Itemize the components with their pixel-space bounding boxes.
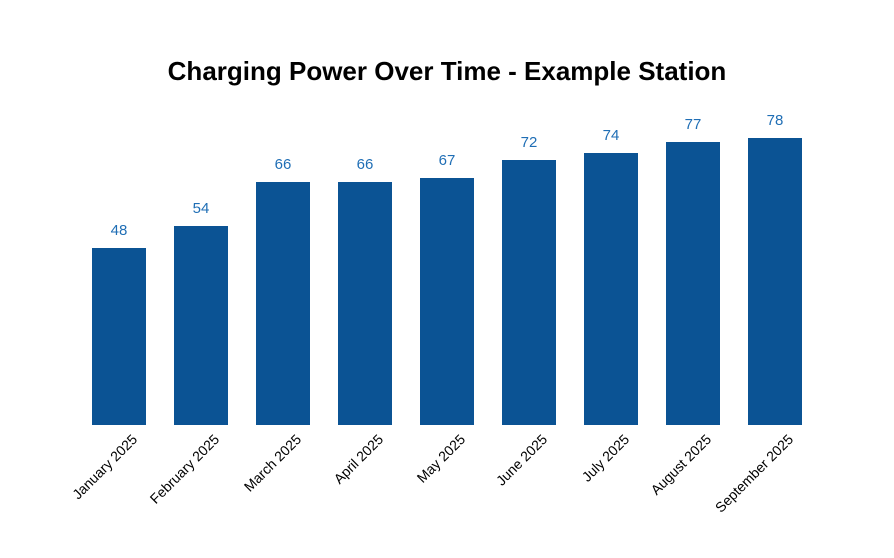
- bar: [502, 160, 556, 425]
- bar-value-label: 77: [684, 116, 702, 133]
- bar: [748, 138, 802, 425]
- bar: [420, 178, 474, 425]
- bar: [92, 248, 146, 425]
- bar-value-label: 66: [274, 156, 292, 173]
- bar-value-label: 66: [356, 156, 374, 173]
- bar-value-label: 48: [110, 222, 128, 239]
- bar-value-label: 67: [438, 152, 456, 169]
- bar-value-label: 78: [766, 112, 784, 129]
- bar: [584, 153, 638, 425]
- bar: [666, 142, 720, 425]
- bar-value-label: 72: [520, 134, 538, 151]
- bar: [256, 182, 310, 425]
- bar: [338, 182, 392, 425]
- chart-title: Charging Power Over Time - Example Stati…: [167, 56, 727, 86]
- bar: [174, 226, 228, 425]
- bar-value-label: 74: [602, 127, 620, 144]
- bar-value-label: 54: [192, 200, 210, 217]
